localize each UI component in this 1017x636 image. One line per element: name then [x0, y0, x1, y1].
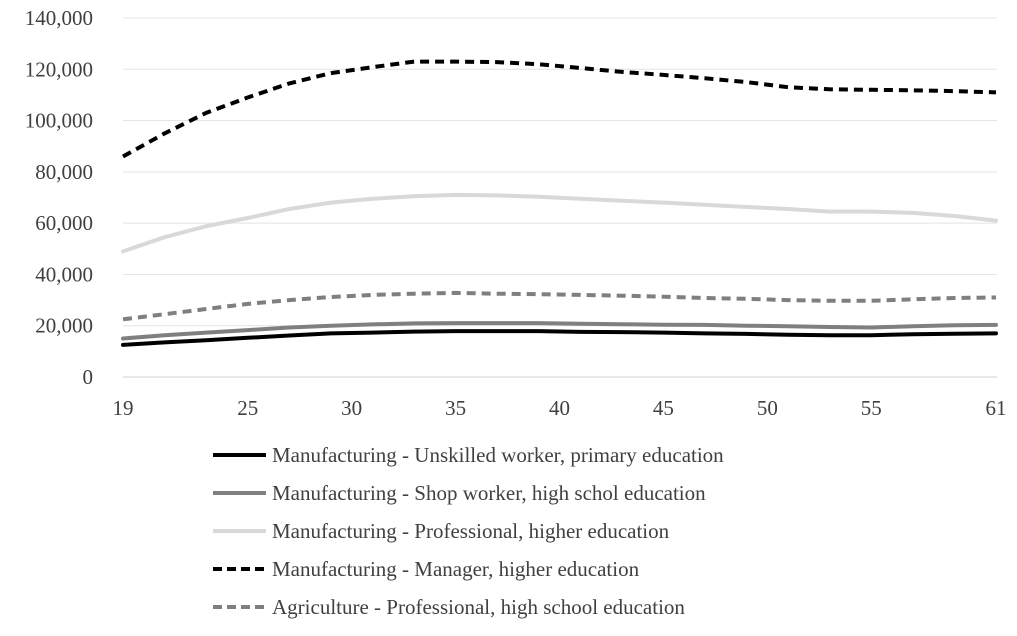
- legend-label: Manufacturing - Shop worker, high schol …: [272, 481, 706, 505]
- y-tick-label: 60,000: [35, 211, 93, 235]
- series-line-0: [121, 329, 998, 347]
- y-tick-label: 120,000: [25, 57, 93, 81]
- legend-label: Manufacturing - Professional, higher edu…: [272, 519, 670, 543]
- legend-item: Agriculture - Professional, high school …: [213, 595, 685, 619]
- x-tick-label: 61: [986, 396, 1007, 420]
- x-tick-label: 40: [549, 396, 570, 420]
- gridlines: [123, 17, 997, 378]
- x-tick-label: 30: [341, 396, 362, 420]
- legend-item: Manufacturing - Unskilled worker, primar…: [213, 443, 724, 467]
- x-tick-label: 55: [861, 396, 882, 420]
- x-tick-label: 19: [113, 396, 134, 420]
- plot-area: [121, 59, 998, 347]
- x-tick-label: 25: [237, 396, 258, 420]
- legend-item: Manufacturing - Shop worker, high schol …: [213, 481, 706, 505]
- series-line-3: [122, 59, 997, 159]
- x-axis: 19 25 30 35 40 45 50 55 61: [113, 396, 1007, 420]
- y-axis: 0 20,000 40,000 60,000 80,000 100,000 120,000 1…: [25, 6, 93, 389]
- y-tick-label: 80,000: [35, 160, 93, 184]
- legend-label: Agriculture - Professional, high school …: [272, 595, 685, 619]
- x-tick-label: 35: [445, 396, 466, 420]
- series-line-1: [121, 321, 998, 341]
- y-tick-label: 100,000: [25, 109, 93, 133]
- y-tick-label: 140,000: [25, 6, 93, 30]
- legend-label: Manufacturing - Manager, higher educatio…: [272, 557, 640, 581]
- x-tick-label: 45: [653, 396, 674, 420]
- y-tick-label: 40,000: [35, 262, 93, 286]
- legend-label: Manufacturing - Unskilled worker, primar…: [272, 443, 724, 467]
- legend-item: Manufacturing - Manager, higher educatio…: [213, 557, 640, 581]
- series-line-4: [122, 290, 997, 322]
- y-tick-label: 20,000: [35, 314, 93, 338]
- y-tick-label: 0: [83, 365, 94, 389]
- legend: Manufacturing - Unskilled worker, primar…: [213, 443, 724, 619]
- series-line-2: [121, 192, 998, 254]
- legend-item: Manufacturing - Professional, higher edu…: [213, 519, 670, 543]
- x-tick-label: 50: [757, 396, 778, 420]
